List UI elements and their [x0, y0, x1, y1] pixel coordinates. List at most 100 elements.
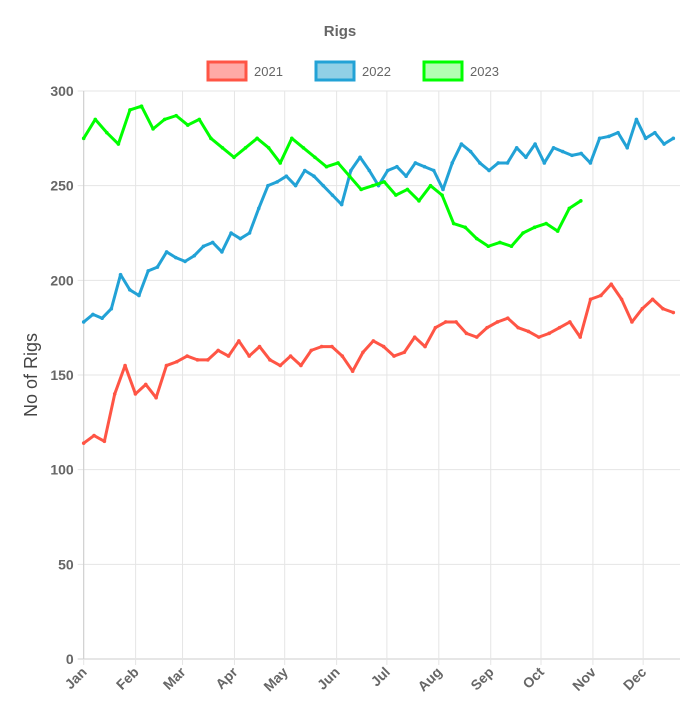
data-point-2021 [661, 306, 665, 311]
data-point-2021 [485, 325, 489, 330]
data-point-2021 [671, 310, 676, 315]
data-point-2023 [451, 221, 456, 226]
data-point-2022 [450, 161, 455, 165]
data-point-2023 [370, 183, 375, 188]
data-point-2022 [395, 164, 399, 169]
data-point-2023 [255, 136, 259, 141]
data-point-2021 [495, 320, 500, 324]
data-point-2021 [288, 354, 293, 358]
data-point-2022 [330, 193, 335, 197]
data-point-2022 [174, 255, 178, 260]
x-tick-label: Aug [414, 664, 445, 695]
data-point-2021 [505, 316, 510, 321]
legend-label-2023: 2023 [470, 64, 499, 79]
data-point-2022 [616, 130, 620, 135]
data-point-2022 [229, 231, 233, 235]
data-point-2022 [643, 136, 648, 141]
data-point-2022 [109, 306, 114, 311]
data-point-2021 [454, 320, 458, 324]
data-point-2022 [155, 265, 160, 269]
data-point-2022 [137, 293, 141, 298]
data-point-2023 [93, 117, 98, 122]
data-point-2021 [640, 306, 645, 311]
data-point-2021 [123, 363, 127, 368]
data-point-2022 [579, 151, 583, 156]
data-point-2023 [116, 142, 121, 146]
x-tick-label: Jan [61, 664, 89, 692]
data-point-2023 [197, 117, 202, 122]
data-point-2021 [257, 344, 262, 349]
data-point-2022 [275, 180, 279, 184]
data-point-2021 [206, 358, 210, 362]
data-point-2021 [619, 297, 624, 302]
data-point-2023 [232, 155, 236, 160]
chart-title: Rigs [324, 23, 357, 40]
data-point-2022 [118, 272, 123, 277]
data-point-2021 [392, 354, 396, 358]
data-point-2023 [532, 225, 537, 230]
data-point-2021 [381, 344, 386, 349]
data-point-2021 [609, 282, 614, 286]
data-point-2021 [371, 339, 376, 343]
data-point-2022 [634, 117, 639, 122]
data-point-2021 [195, 358, 200, 362]
x-tick-label: Nov [569, 664, 599, 694]
series-line-2021 [82, 282, 674, 445]
data-point-2023 [151, 127, 155, 131]
data-point-2022 [459, 142, 464, 146]
data-point-2022 [321, 183, 326, 188]
data-point-2021 [174, 359, 179, 364]
data-point-2021 [340, 354, 345, 358]
data-point-2022 [413, 161, 418, 165]
data-point-2022 [496, 161, 501, 165]
data-point-2023 [394, 193, 398, 197]
data-point-2022 [349, 168, 353, 173]
data-point-2021 [578, 335, 583, 339]
data-point-2023 [555, 229, 560, 233]
data-point-2022 [404, 174, 408, 178]
data-point-2023 [359, 187, 363, 192]
data-point-2022 [570, 153, 574, 158]
data-point-2021 [630, 320, 634, 324]
data-point-2022 [367, 168, 372, 173]
data-point-2023 [336, 161, 340, 165]
data-point-2021 [299, 363, 303, 368]
data-point-2022 [293, 183, 298, 188]
data-point-2021 [278, 363, 283, 368]
data-point-2023 [405, 187, 410, 192]
data-point-2022 [422, 164, 427, 169]
data-point-2021 [443, 320, 448, 324]
data-point-2022 [542, 161, 547, 165]
y-tick-label: 300 [50, 83, 74, 99]
data-point-2022 [146, 269, 150, 273]
data-point-2023 [278, 161, 283, 165]
legend-label-2022: 2022 [362, 64, 391, 79]
data-point-2021 [516, 325, 520, 330]
legend-label-2021: 2021 [254, 64, 283, 79]
data-point-2023 [509, 244, 514, 249]
data-point-2021 [185, 354, 189, 358]
data-point-2022 [505, 161, 510, 165]
data-point-2023 [289, 136, 294, 141]
legend-swatch-2021 [206, 60, 248, 82]
data-point-2021 [237, 339, 241, 343]
legend-swatch-2022 [314, 60, 356, 82]
data-point-2022 [607, 134, 611, 139]
data-point-2022 [247, 231, 252, 235]
data-point-2022 [560, 149, 565, 154]
data-point-2022 [441, 187, 445, 192]
data-point-2023 [521, 231, 525, 235]
data-point-2023 [579, 199, 583, 203]
data-point-2023 [220, 146, 225, 150]
data-point-2022 [339, 202, 344, 207]
x-tick-label: Dec [620, 664, 650, 694]
data-point-2023 [474, 236, 479, 241]
data-point-2021 [268, 358, 272, 362]
y-tick-label: 50 [58, 556, 74, 572]
data-point-2023 [174, 113, 178, 118]
data-point-2023 [567, 206, 572, 211]
data-point-2023 [209, 136, 213, 141]
data-point-2021 [226, 354, 231, 358]
data-point-2021 [154, 395, 158, 400]
